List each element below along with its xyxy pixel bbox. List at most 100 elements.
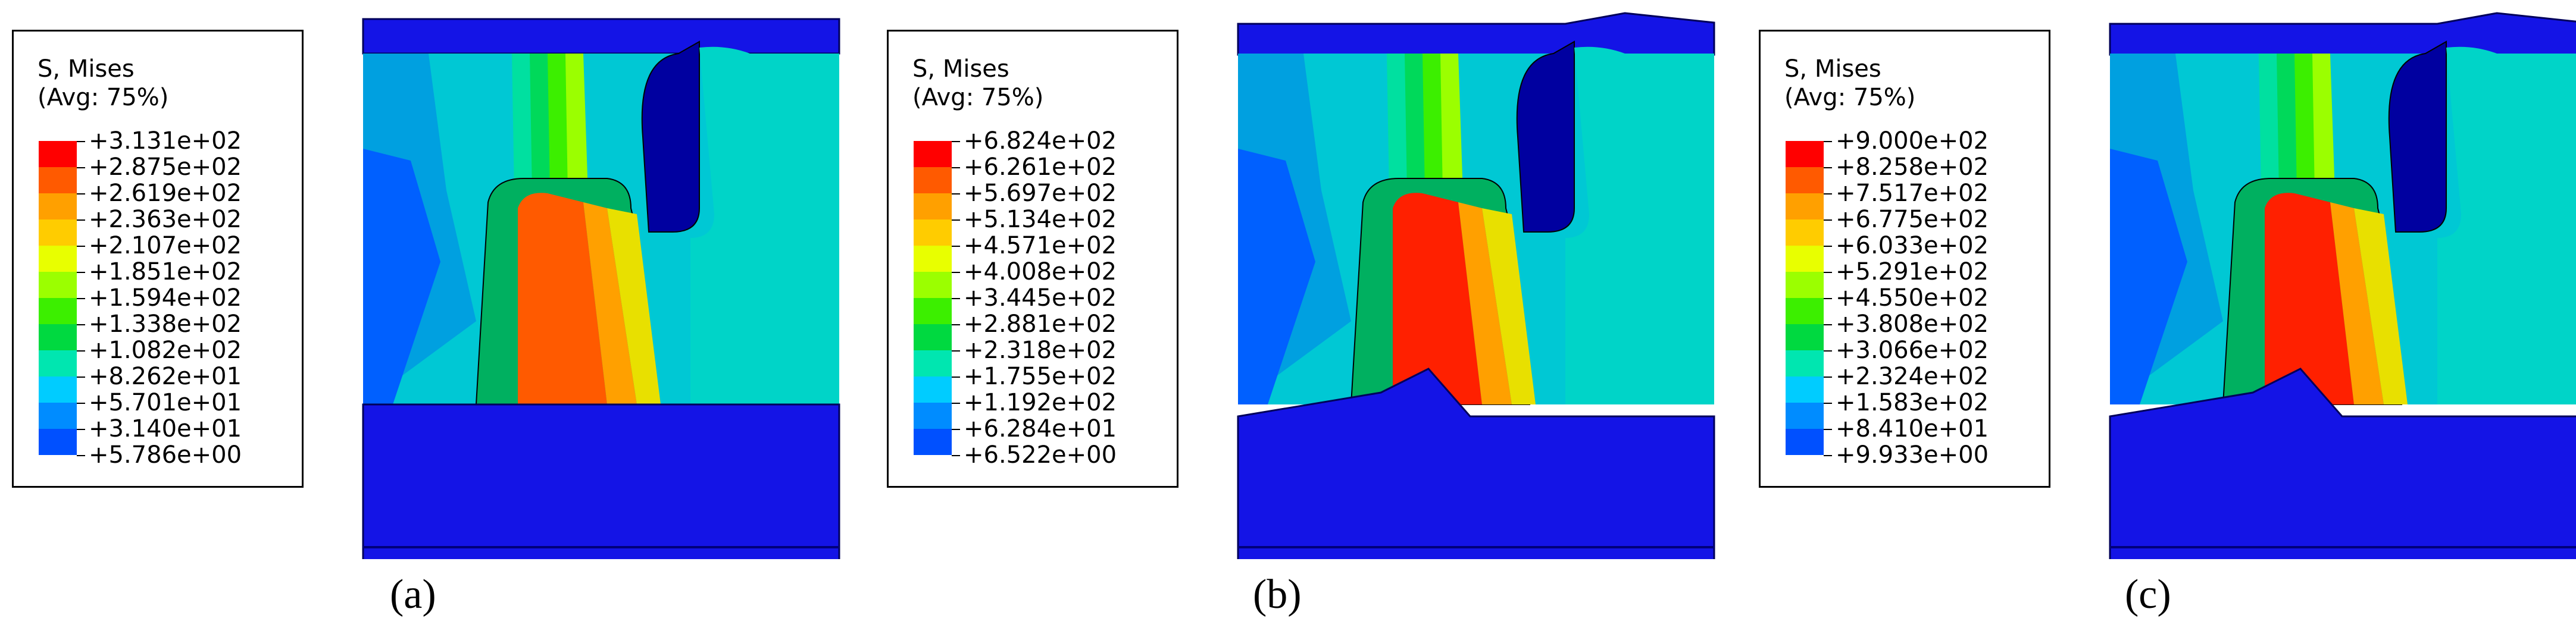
tooth-gradient-2 [607,208,661,404]
legend-value: +3.131e+02 [89,127,242,155]
legend-tick [952,141,960,142]
legend-tick [1824,272,1832,273]
body-right-zone [690,46,839,404]
legend-title: S, Mises [1784,55,1881,83]
legend-swatch [1786,298,1824,324]
legend-tick [1824,429,1832,430]
legend-swatch [39,193,77,219]
slot-cutout [1516,40,1575,233]
legend-swatch [1786,193,1824,219]
legend-title: S, Mises [37,55,135,83]
legend-swatch [914,141,952,167]
legend-value: +6.261e+02 [964,153,1117,181]
legend-tick [77,350,85,352]
legend-swatch [39,141,77,167]
legend-tick [77,324,85,325]
legend-value: +5.697e+02 [964,180,1117,207]
legend-tick [77,246,85,247]
top-plate [1237,12,1715,56]
legend-tick [77,403,85,404]
legend-value: +1.755e+02 [964,363,1117,390]
legend-value: +3.066e+02 [1836,337,1989,364]
legend-tick [77,167,85,168]
legend-tick [952,403,960,404]
legend-subtitle: (Avg: 75%) [37,84,169,111]
legend-swatch [39,219,77,246]
legend-tick [77,219,85,221]
fe-contour-plot [1237,12,1715,559]
legend-tick [952,377,960,378]
legend-value: +4.571e+02 [964,232,1117,259]
legend-swatch [39,429,77,455]
legend-value: +6.824e+02 [964,127,1117,155]
legend-value: +6.775e+02 [1836,206,1989,233]
slot-cutout [2388,40,2447,233]
legend-value: +3.445e+02 [964,284,1117,312]
legend-swatch [1786,377,1824,403]
legend-tick [77,193,85,194]
legend-value: +5.786e+00 [89,441,242,469]
legend-tick [952,246,960,247]
legend-tick [952,298,960,299]
panel-a: S, Mises (Avg: 75%) +3.131e+02 +2.875e+02 +2… [0,0,858,640]
tooth-hotspot [1393,193,1482,404]
legend-swatch [914,403,952,429]
legend-swatch [914,167,952,193]
legend-title: S, Mises [912,55,1009,83]
legend-swatch [914,219,952,246]
legend-tick [952,272,960,273]
legend-tick [952,350,960,352]
legend-tick [952,455,960,456]
legend-swatch [1786,167,1824,193]
fe-contour-plot [2109,12,2576,559]
legend-swatch [1786,429,1824,455]
legend-tick [1824,298,1832,299]
legend-value: +5.134e+02 [964,206,1117,233]
legend-value: +6.033e+02 [1836,232,1989,259]
top-plate [2109,12,2576,56]
legend-swatch [914,324,952,350]
legend-subtitle: (Avg: 75%) [1784,84,1916,111]
legend-value: +1.583e+02 [1836,389,1989,416]
tooth-gradient-2 [1482,208,1536,404]
legend-swatch [39,167,77,193]
legend-tick [1824,167,1832,168]
legend-swatch [1786,272,1824,298]
legend-swatch [914,377,952,403]
bottom-plate [1237,368,1715,559]
legend-swatch [39,272,77,298]
legend-value: +1.082e+02 [89,337,242,364]
body-right-zone [2437,46,2576,404]
legend-value: +4.008e+02 [964,258,1117,286]
legend-tick [77,298,85,299]
legend-swatch [39,377,77,403]
legend-swatch [914,429,952,455]
legend-value: +1.594e+02 [89,284,242,312]
legend-tick [1824,193,1832,194]
legend-swatch [914,193,952,219]
legend-tick [952,167,960,168]
legend-swatch [1786,350,1824,377]
panel-caption: (c) [2125,572,2171,617]
legend-tick [952,429,960,430]
legend-swatch [39,324,77,350]
legend-value: +4.550e+02 [1836,284,1989,312]
legend-swatch [914,272,952,298]
legend-value: +2.619e+02 [89,180,242,207]
legend-subtitle: (Avg: 75%) [912,84,1044,111]
legend-value: +5.701e+01 [89,389,242,416]
bottom-plate [362,403,840,559]
legend-tick [1824,350,1832,352]
legend-tick [77,455,85,456]
tooth-hotspot [518,193,607,404]
legend-swatch [39,403,77,429]
legend-value: +7.517e+02 [1836,180,1989,207]
panel-b: S, Mises (Avg: 75%) +6.824e+02 +6.261e+02 +5… [875,0,1733,640]
legend-swatch [39,246,77,272]
legend-swatch [1786,219,1824,246]
legend-swatch [914,298,952,324]
legend-tick [952,324,960,325]
panel-caption: (a) [390,572,436,617]
legend-tick [1824,324,1832,325]
legend-value: +1.851e+02 [89,258,242,286]
